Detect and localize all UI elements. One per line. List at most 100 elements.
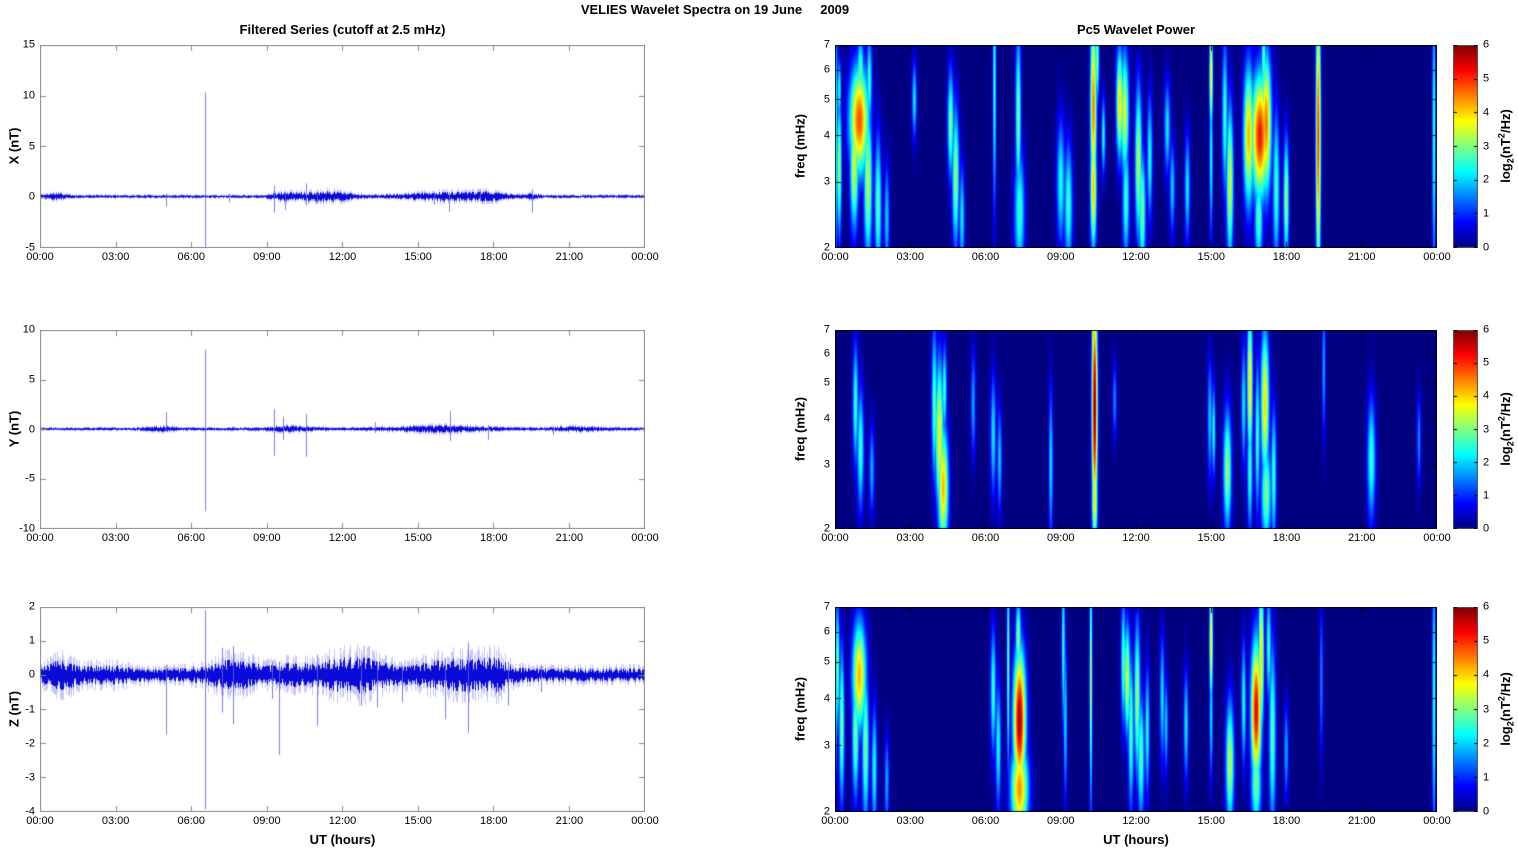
y-tick-label: 6 (823, 63, 830, 76)
colorbar-label-text: /Hz) (1497, 109, 1513, 134)
timeseries-plot-z (40, 607, 645, 812)
colorbar-gradient-x (1453, 45, 1478, 248)
spectrogram-plot-z (835, 607, 1437, 812)
colorbar-tick-label: 0 (1483, 241, 1490, 254)
x-tick-label: 18:00 (479, 251, 508, 263)
colorbar-label-text: /Hz) (1497, 672, 1513, 697)
colorbar-tick-label: 1 (1483, 771, 1490, 784)
y-tick-label: 4 (823, 412, 830, 425)
x-tick-label: 09:00 (253, 251, 281, 263)
x-tick-label: 03:00 (896, 251, 925, 263)
timeseries-panel-y: 00:00 03:00 06:00 09:00 12:00 15:00 18:00 21:00… (19, 324, 659, 544)
y-tick-label: 2 (823, 805, 830, 818)
y-tick-label: 5 (28, 373, 35, 386)
x-tick-label: 00:00 (631, 251, 659, 263)
right-column-title: Pc5 Wavelet Power (1076, 22, 1195, 37)
x-tick-label: 15:00 (404, 815, 432, 827)
colorbar-tick-label: 1 (1483, 207, 1490, 220)
spectrogram-panel-x: 00:00 03:00 06:00 09:00 12:00 15:00 18:00 21:00… (821, 39, 1451, 263)
x-tick-label: 15:00 (404, 251, 432, 263)
x-tick-label: 12:00 (1122, 815, 1150, 827)
x-tick-label: 09:00 (1046, 251, 1075, 263)
colorbar-tick-label: 6 (1483, 38, 1490, 51)
figure-title: VELIES Wavelet Spectra on 19 June 2009 (580, 2, 850, 17)
x-tick-label: 18:00 (1272, 815, 1301, 827)
y-tick-label: 7 (823, 600, 830, 613)
colorbar-tick-label: 3 (1483, 703, 1490, 715)
x-tick-label: 00:00 (821, 532, 849, 544)
colorbar-label-sup: 2 (1496, 416, 1507, 422)
colorbar-gradient-y (1453, 330, 1478, 529)
colorbar-y: 0 1 2 3 4 5 6 (1453, 324, 1489, 534)
y-tick-label: 2 (823, 522, 830, 535)
y-tick-label: 3 (823, 739, 830, 752)
x-tick-label: 09:00 (253, 532, 281, 544)
colorbar-tick-label: 1 (1483, 489, 1490, 502)
colorbar-label-text: (nT (1497, 138, 1513, 159)
x-tick-label: 15:00 (404, 532, 432, 544)
colorbar-tick-label: 0 (1483, 805, 1490, 818)
colorbar-tick-label: 3 (1483, 140, 1490, 152)
colorbar-tick-label: 2 (1483, 456, 1490, 469)
y-tick-label: 10 (22, 323, 35, 336)
y-tick-label: 1 (28, 634, 35, 647)
x-tick-label: 21:00 (555, 251, 584, 263)
left-column-title: Filtered Series (cutoff at 2.5 mHz) (239, 22, 446, 37)
x-tick-label: 03:00 (896, 532, 925, 544)
colorbar-label-1: log2(nT2/Hz) (1497, 109, 1516, 183)
x-tick-label: 00:00 (1423, 815, 1451, 827)
colorbar-label-3: log2(nT2/Hz) (1497, 672, 1516, 746)
y-tick-label: 2 (823, 241, 830, 254)
freq-axis-label-3: freq (mHz) (792, 676, 808, 742)
colorbar-label-sub: 2 (1505, 158, 1516, 164)
x-tick-label: 18:00 (479, 815, 508, 827)
colorbar-label-sub: 2 (1505, 441, 1516, 447)
y-tick-label: 4 (823, 692, 830, 705)
colorbar-label-sub: 2 (1505, 721, 1516, 727)
x-tick-label: 03:00 (896, 815, 925, 827)
colorbar-label-text: log (1497, 446, 1513, 466)
timeseries-plot-y (40, 330, 645, 529)
x-tick-label: 12:00 (1122, 251, 1150, 263)
x-tick-label: 21:00 (1347, 532, 1376, 544)
x-axis-label-right: UT (hours) (1103, 832, 1169, 847)
x-tick-label: 18:00 (479, 532, 508, 544)
y-tick-label: 0 (28, 190, 35, 203)
y-tick-label: -5 (25, 472, 35, 485)
timeseries-panel-x: 00:00 03:00 06:00 09:00 12:00 15:00 18:00 21:00… (23, 39, 659, 263)
x-tick-label: 09:00 (253, 815, 281, 827)
y-tick-label: 10 (22, 89, 35, 102)
x-tick-label: 00:00 (821, 251, 849, 263)
y-tick-label: 3 (823, 458, 830, 471)
y-tick-label: 7 (823, 323, 830, 336)
x-tick-label: 00:00 (631, 532, 659, 544)
colorbar-label-text: log (1497, 163, 1513, 183)
colorbar-tick-label: 5 (1483, 356, 1490, 369)
y-tick-label: -4 (25, 805, 35, 818)
y-tick-label: 6 (823, 347, 830, 360)
x-tick-label: 03:00 (101, 815, 130, 827)
y-axis-label-x: X (nT) (6, 127, 22, 165)
x-tick-label: 06:00 (971, 251, 1000, 263)
x-axis-label-left: UT (hours) (309, 832, 376, 847)
x-tick-label: 15:00 (1197, 532, 1226, 544)
colorbar-tick-label: 0 (1483, 522, 1490, 535)
y-tick-label: -5 (25, 241, 35, 254)
x-tick-label: 12:00 (328, 251, 357, 263)
x-tick-label: 06:00 (177, 815, 206, 827)
x-tick-label: 00:00 (26, 532, 54, 544)
x-tick-label: 06:00 (177, 251, 206, 263)
timeseries-plot-x (40, 45, 645, 248)
x-tick-label: 21:00 (555, 815, 584, 827)
colorbar-label-sup: 2 (1496, 133, 1507, 139)
x-tick-label: 12:00 (328, 532, 357, 544)
y-tick-label: 6 (823, 625, 830, 638)
freq-axis-label-2: freq (mHz) (792, 396, 808, 462)
x-tick-label: 00:00 (631, 815, 659, 827)
x-tick-label: 00:00 (821, 815, 849, 827)
colorbar-label-2: log2(nT2/Hz) (1497, 392, 1516, 466)
spectrogram-plot-x (835, 45, 1437, 248)
x-tick-label: 06:00 (971, 532, 1000, 544)
freq-axis-label-1: freq (mHz) (792, 113, 808, 179)
y-tick-label: -2 (25, 737, 35, 750)
